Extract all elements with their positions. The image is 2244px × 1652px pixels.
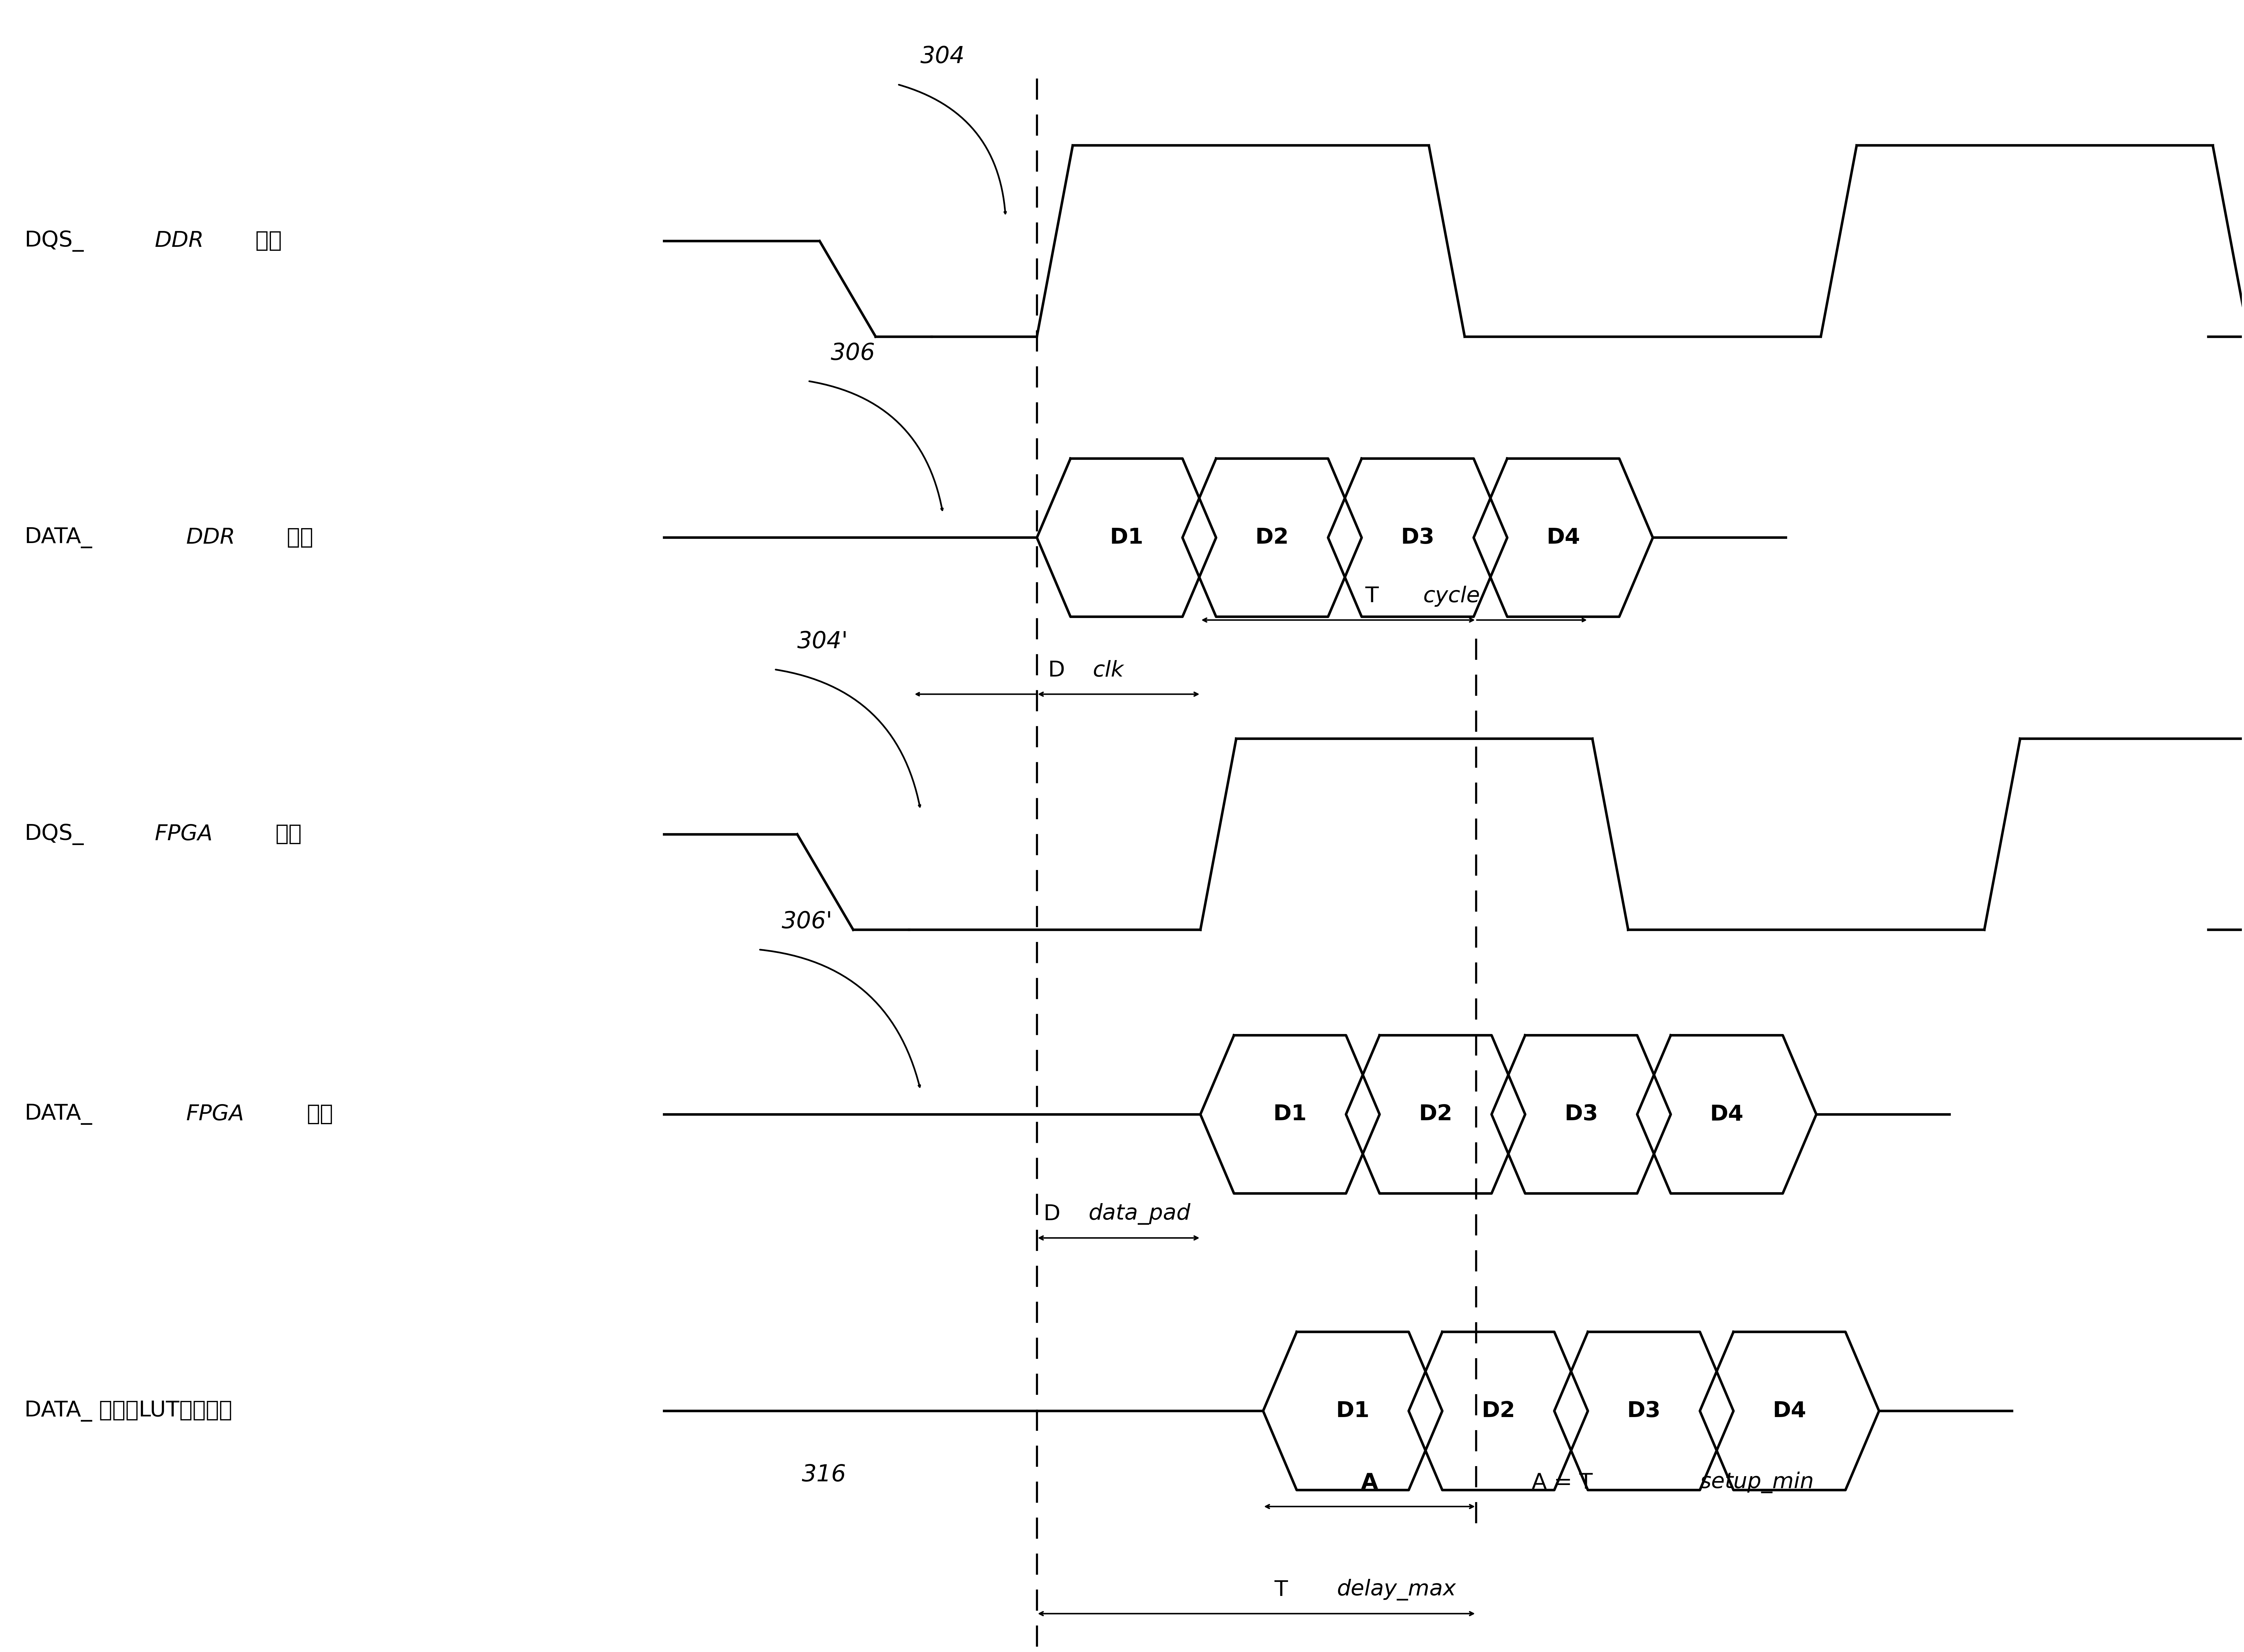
Text: DDR: DDR	[155, 231, 204, 251]
Text: D4: D4	[1546, 527, 1580, 548]
Text: 306': 306'	[781, 910, 833, 933]
Text: FPGA: FPGA	[186, 1104, 245, 1125]
Text: 输出: 输出	[280, 527, 314, 548]
Text: A = T: A = T	[1533, 1472, 1593, 1493]
Text: D3: D3	[1627, 1401, 1661, 1421]
Text: D3: D3	[1564, 1104, 1598, 1125]
Text: FPGA: FPGA	[155, 824, 213, 844]
Text: DATA_: DATA_	[25, 527, 92, 548]
Text: 输入: 输入	[276, 824, 301, 844]
Text: DQS_: DQS_	[25, 824, 83, 844]
Text: D1: D1	[1111, 527, 1142, 548]
Text: D2: D2	[1481, 1401, 1515, 1421]
Text: setup_min: setup_min	[1701, 1472, 1813, 1493]
Text: cycle: cycle	[1423, 586, 1481, 606]
Text: data_pad: data_pad	[1088, 1203, 1192, 1224]
Text: D: D	[1048, 659, 1066, 681]
Text: 输出: 输出	[249, 231, 283, 251]
Text: clk: clk	[1093, 659, 1124, 681]
Text: D: D	[1043, 1204, 1061, 1224]
Text: D3: D3	[1400, 527, 1434, 548]
Text: DQS_: DQS_	[25, 230, 83, 251]
Text: DDR: DDR	[186, 527, 236, 548]
Text: DATA_: DATA_	[25, 1104, 92, 1125]
Text: T: T	[1364, 586, 1378, 606]
Text: 304: 304	[920, 46, 965, 68]
Text: D4: D4	[1773, 1401, 1806, 1421]
Text: 304': 304'	[797, 631, 848, 653]
Text: D2: D2	[1254, 527, 1288, 548]
Text: 316: 316	[801, 1464, 846, 1487]
Text: delay_max: delay_max	[1337, 1579, 1456, 1601]
Text: T: T	[1275, 1579, 1288, 1601]
Text: A: A	[1360, 1472, 1378, 1493]
Text: 306: 306	[830, 342, 875, 365]
Text: D4: D4	[1710, 1104, 1744, 1125]
Text: D1: D1	[1335, 1401, 1369, 1421]
Text: 输入: 输入	[307, 1104, 332, 1125]
Text: D1: D1	[1272, 1104, 1306, 1125]
Text: D2: D2	[1418, 1104, 1452, 1125]
Text: DATA_ 已经过LUT延迟单元: DATA_ 已经过LUT延迟单元	[25, 1401, 233, 1421]
